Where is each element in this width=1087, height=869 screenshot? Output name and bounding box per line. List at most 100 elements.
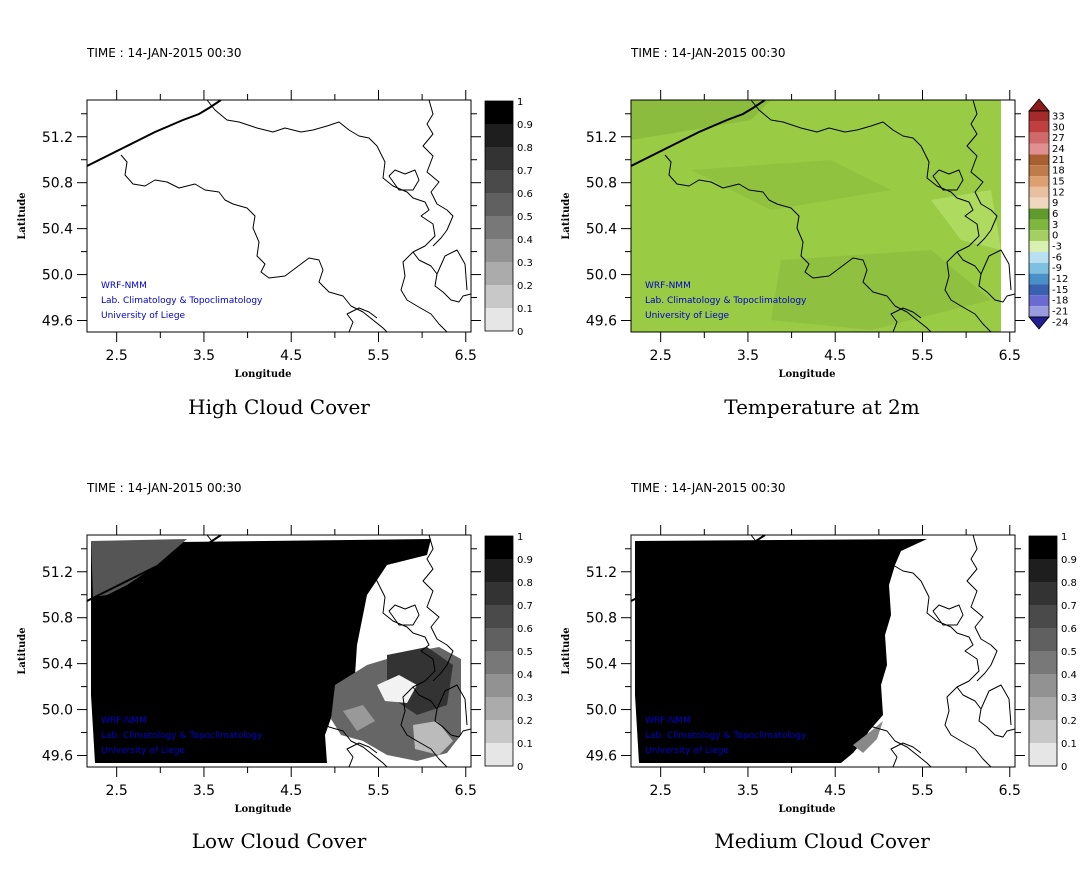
colorbar-label: 0.2: [517, 281, 533, 292]
time-label: TIME : 14-JAN-2015 00:30: [86, 46, 242, 60]
credits: WRF-NMM Lab. Climatology & Topoclimatolog…: [101, 716, 263, 756]
colorbar-swatch: [485, 193, 513, 216]
colorbar-swatch: [485, 559, 513, 582]
medium-cloud-field: [635, 539, 927, 763]
colorbar-swatch: [485, 285, 513, 308]
colorbar-label: 0.4: [517, 235, 533, 246]
colorbar-swatch: [1029, 273, 1049, 285]
colorbar-label: 0.7: [517, 166, 533, 177]
colorbar-swatch: [1029, 230, 1049, 242]
colorbar-swatch: [485, 239, 513, 262]
low-cloud-field: [413, 721, 453, 755]
colorbar-label: 12: [1052, 187, 1065, 198]
colorbar-label: 0: [517, 327, 523, 338]
temperature-field: [631, 100, 771, 140]
colorbar-label: 0.1: [517, 739, 533, 750]
x-axis-label: Longitude: [234, 369, 291, 380]
colorbar-label: 1: [1061, 532, 1067, 543]
y-tick-label: 49.6: [42, 314, 73, 330]
y-tick-label: 50.8: [42, 611, 73, 627]
time-label: TIME : 14-JAN-2015 00:30: [86, 481, 242, 495]
colorbar-frame: [484, 100, 514, 332]
x-tick-label: 3.5: [193, 783, 215, 799]
colorbar-label: 24: [1052, 144, 1065, 155]
colorbar-label: 15: [1052, 176, 1065, 187]
x-tick-label: 2.5: [106, 783, 128, 799]
panel-title: Medium Cloud Cover: [714, 829, 930, 853]
colorbar-swatch: [1029, 111, 1049, 122]
border-line: [956, 686, 1015, 738]
low-cloud-field: [377, 675, 417, 703]
colorbar-frame: [1028, 535, 1058, 767]
colorbar-label: -18: [1052, 296, 1068, 307]
border-line: [206, 535, 448, 767]
x-tick-label: 2.5: [106, 348, 128, 364]
colorbar: 1 0.9 0.8 0.7 0.6 0.5 0.4 0.3 0.2 0.1 0: [1028, 532, 1077, 773]
colorbar-swatch: [485, 651, 513, 674]
credit-line: University of Liege: [101, 746, 186, 756]
colorbar-label: 0.9: [517, 555, 533, 566]
colorbar-swatch: [485, 170, 513, 193]
colorbar-swatch: [485, 216, 513, 239]
time-label: TIME : 14-JAN-2015 00:30: [630, 46, 786, 60]
map-area: WRF-NMM Lab. Climatology & Topoclimatolog…: [561, 525, 1025, 815]
colorbar: 1 0.9 0.8 0.7 0.6 0.5 0.4 0.3 0.2 0.1 0: [484, 97, 533, 338]
x-tick-label: 6.5: [455, 348, 477, 364]
x-tick-label: 3.5: [737, 783, 759, 799]
x-axis-label: Longitude: [778, 369, 835, 380]
border-line: [436, 684, 468, 726]
colorbar-label: 6: [1052, 209, 1058, 220]
y-axis-label: Latitude: [561, 192, 572, 239]
y-tick-label: 50.0: [42, 703, 73, 719]
credit-line: University of Liege: [645, 311, 730, 321]
map-frame: [630, 534, 1016, 768]
colorbar-label: 0.9: [517, 120, 533, 131]
y-tick-label: 49.6: [586, 749, 617, 765]
x-axis-label: Longitude: [234, 804, 291, 815]
map-area: WRF-NMM Lab. Climatology & Topoclimatolog…: [17, 90, 481, 380]
panel-temperature-2m: TIME : 14-JAN-2015 00:30 WRF-NMM Lab. Clim…: [561, 46, 1068, 419]
colorbar-swatch: [1029, 197, 1049, 209]
credit-line: University of Liege: [645, 746, 730, 756]
x-tick-label: 6.5: [999, 348, 1021, 364]
border-line: [956, 251, 1015, 303]
border-line: [436, 249, 468, 291]
colorbar-swatch: [1029, 121, 1049, 133]
y-tick-label: 50.4: [42, 657, 73, 673]
colorbar-swatch: [1029, 628, 1057, 651]
y-tick-label: 50.0: [586, 268, 617, 284]
y-tick-label: 49.6: [42, 749, 73, 765]
colorbar-label: 0.2: [1061, 716, 1077, 727]
colorbar-swatch: [1029, 176, 1049, 187]
credit-line: University of Liege: [101, 311, 186, 321]
colorbar-swatch: [1029, 284, 1049, 296]
y-tick-label: 51.2: [42, 130, 73, 146]
colorbar-label: 0.7: [517, 601, 533, 612]
colorbar-swatch: [1029, 651, 1057, 674]
y-tick-label: 50.0: [42, 268, 73, 284]
border-line: [890, 742, 922, 767]
colorbar: 1 0.9 0.8 0.7 0.6 0.5 0.4 0.3 0.2 0.1 0: [484, 532, 533, 773]
border-line: [388, 169, 420, 191]
colorbar-swatch: [1029, 306, 1049, 317]
colorbar-swatch: [1029, 582, 1057, 605]
colorbar-label: 0: [517, 762, 523, 773]
colorbar-label: 27: [1052, 133, 1065, 144]
panel-high-cloud: TIME : 14-JAN-2015 00:30 WRF-NMM Lab. Clim…: [17, 46, 533, 419]
colorbar-label: -21: [1052, 307, 1068, 318]
border-line: [890, 307, 922, 332]
y-tick-label: 50.8: [586, 176, 617, 192]
x-tick-label: 5.5: [367, 348, 389, 364]
colorbar-label: 3: [1052, 220, 1058, 231]
colorbar-swatch: [1029, 132, 1049, 144]
panel-title: Temperature at 2m: [724, 395, 919, 419]
colorbar-bottom-triangle: [1028, 316, 1050, 330]
medium-cloud-field: [853, 721, 883, 753]
colorbar-label: -12: [1052, 274, 1068, 285]
colorbar-label: -15: [1052, 285, 1068, 296]
colorbar-swatch: [1029, 605, 1057, 628]
border-line: [422, 535, 454, 682]
y-tick-label: 50.8: [586, 611, 617, 627]
x-tick-label: 5.5: [911, 348, 933, 364]
colorbar-swatch: [1029, 219, 1049, 231]
